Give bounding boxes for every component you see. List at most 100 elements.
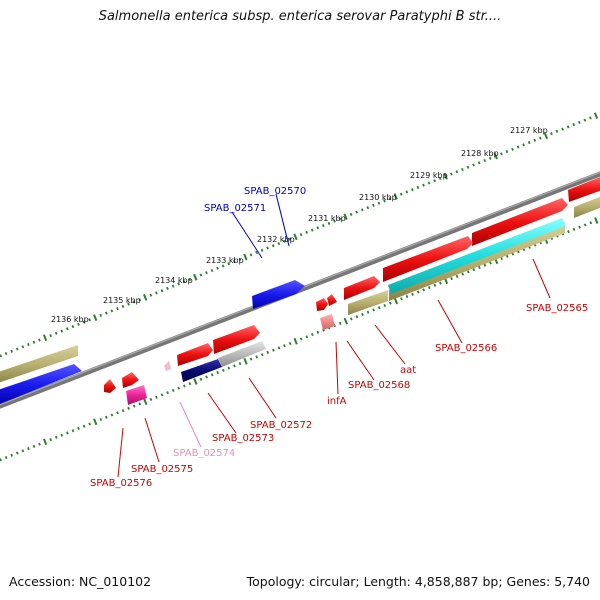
gene-arrow-blue bbox=[0, 364, 82, 404]
map-title: Salmonella enterica subsp. enterica sero… bbox=[98, 9, 502, 24]
outer-scale-tick bbox=[449, 172, 453, 176]
inner-scale-tick bbox=[66, 431, 69, 435]
leader-infA bbox=[335, 341, 339, 395]
outer-scale-tick bbox=[93, 314, 98, 321]
inner-scale-tick bbox=[82, 424, 86, 428]
outer-scale-tick bbox=[205, 271, 208, 275]
olive-bar bbox=[348, 290, 388, 315]
inner-scale-tick bbox=[366, 310, 370, 314]
leader-SPAB_02565 bbox=[532, 258, 551, 299]
outer-scale-tick bbox=[466, 165, 470, 169]
outer-scale-tick bbox=[472, 163, 475, 167]
accession-text: Accession: NC_010102 bbox=[9, 574, 152, 589]
inner-scale-tick bbox=[439, 281, 442, 285]
inner-scale-tick bbox=[42, 438, 48, 446]
inner-scale-tick bbox=[60, 433, 64, 437]
inner-scale-tick bbox=[4, 455, 8, 460]
gene-arrow-SPAB_02566 bbox=[383, 236, 473, 282]
outer-scale-tick bbox=[121, 304, 125, 308]
outer-scale-tick bbox=[533, 138, 537, 142]
outer-scale-tick bbox=[177, 282, 180, 286]
inner-scale-tick bbox=[177, 386, 181, 390]
gene-arrow-SPAB_02573 bbox=[177, 343, 213, 366]
inner-scale-tick bbox=[383, 303, 387, 308]
outer-scale-tick bbox=[199, 273, 203, 277]
outer-scale-tick bbox=[77, 322, 80, 326]
gene-arrow-SPAB_02572 bbox=[213, 325, 260, 354]
leader-SPAB_02566 bbox=[437, 299, 463, 344]
inner-scale-tick bbox=[272, 348, 275, 352]
outer-scale-tick bbox=[271, 244, 275, 248]
inner-scale-tick bbox=[266, 350, 270, 354]
leader-SPAB_02575 bbox=[144, 417, 160, 463]
pale-red-bar bbox=[320, 314, 335, 330]
gene-label-SPAB_02568: SPAB_02568 bbox=[348, 380, 410, 391]
inner-scale-track bbox=[0, 217, 599, 462]
outer-scale-tick bbox=[216, 266, 219, 270]
outer-scale-tick bbox=[550, 132, 553, 136]
inner-scale-tick bbox=[143, 398, 148, 405]
outer-scale-tick bbox=[427, 181, 431, 185]
outer-scale-tick bbox=[82, 320, 86, 324]
inner-scale-tick bbox=[578, 225, 581, 229]
outer-scale-tick bbox=[243, 253, 248, 261]
outer-scale-tick bbox=[71, 325, 75, 329]
outer-scale-tick bbox=[316, 226, 320, 230]
inner-scale-tick bbox=[121, 409, 125, 413]
outer-scale-tick bbox=[388, 197, 392, 201]
outer-scale-tick bbox=[238, 257, 242, 261]
outer-scale-tick bbox=[66, 327, 69, 331]
inner-scale-tick bbox=[461, 272, 465, 276]
leader-SPAB_02576 bbox=[117, 427, 124, 478]
inner-scale-tick bbox=[466, 270, 470, 274]
outer-scale-tick bbox=[42, 334, 48, 342]
outer-scale-tick bbox=[166, 286, 169, 290]
inner-scale-tick bbox=[205, 375, 208, 379]
outer-scale-tick bbox=[255, 250, 258, 255]
outer-scale-tick bbox=[15, 347, 19, 351]
outer-scale-tick bbox=[405, 190, 409, 194]
outer-scale-tick bbox=[260, 248, 264, 252]
outer-scale-tick bbox=[0, 354, 2, 358]
inner-scale-tick bbox=[216, 370, 220, 375]
inner-scale-tick bbox=[71, 429, 75, 433]
outer-scale-tick bbox=[193, 273, 198, 281]
outer-scale-tick bbox=[422, 183, 425, 187]
outer-scale-tick bbox=[182, 280, 186, 284]
outer-scale-tick bbox=[438, 176, 442, 181]
inner-scale-tick bbox=[388, 301, 392, 305]
inner-scale-tick bbox=[166, 391, 169, 395]
outer-scale-tick bbox=[132, 300, 136, 304]
olive-bar bbox=[574, 196, 600, 218]
gray-bar bbox=[218, 341, 266, 367]
outer-scale-tick bbox=[366, 206, 370, 210]
outer-scale-tick bbox=[49, 334, 52, 338]
inner-scale-tick bbox=[249, 357, 253, 361]
outer-scale-tick bbox=[461, 167, 464, 172]
scale-label: 2128 kbp bbox=[461, 149, 499, 158]
inner-scale-tick bbox=[171, 388, 175, 392]
inner-scale-tick bbox=[299, 337, 303, 341]
gene-arrow-red bbox=[568, 177, 600, 202]
inner-scale-tick bbox=[233, 364, 236, 368]
scale-label: 2134 kbp bbox=[155, 276, 193, 285]
outer-scale-tick bbox=[333, 219, 336, 223]
gene-arrow-aat bbox=[327, 294, 337, 306]
olive-bar bbox=[0, 345, 78, 383]
outer-scale-tick bbox=[511, 147, 514, 151]
inner-scale-tick bbox=[32, 444, 36, 448]
outer-scale-tick bbox=[505, 149, 509, 154]
label-leaders bbox=[117, 193, 551, 478]
inner-scale-tick bbox=[316, 330, 320, 334]
gene-label-infA: infA bbox=[327, 396, 347, 407]
outer-scale-tick bbox=[411, 188, 414, 192]
outer-scale-tick bbox=[321, 224, 325, 228]
scale-label: 2127 kbp bbox=[510, 126, 548, 135]
outer-scale-tick bbox=[383, 199, 386, 203]
outer-scale-tick bbox=[399, 192, 403, 196]
inner-scale-tick bbox=[427, 286, 431, 290]
gene-label-SPAB_02565: SPAB_02565 bbox=[526, 303, 588, 314]
outer-scale-tick bbox=[527, 141, 531, 145]
outer-scale-tick bbox=[477, 161, 481, 165]
inner-scale-tick bbox=[472, 268, 476, 272]
